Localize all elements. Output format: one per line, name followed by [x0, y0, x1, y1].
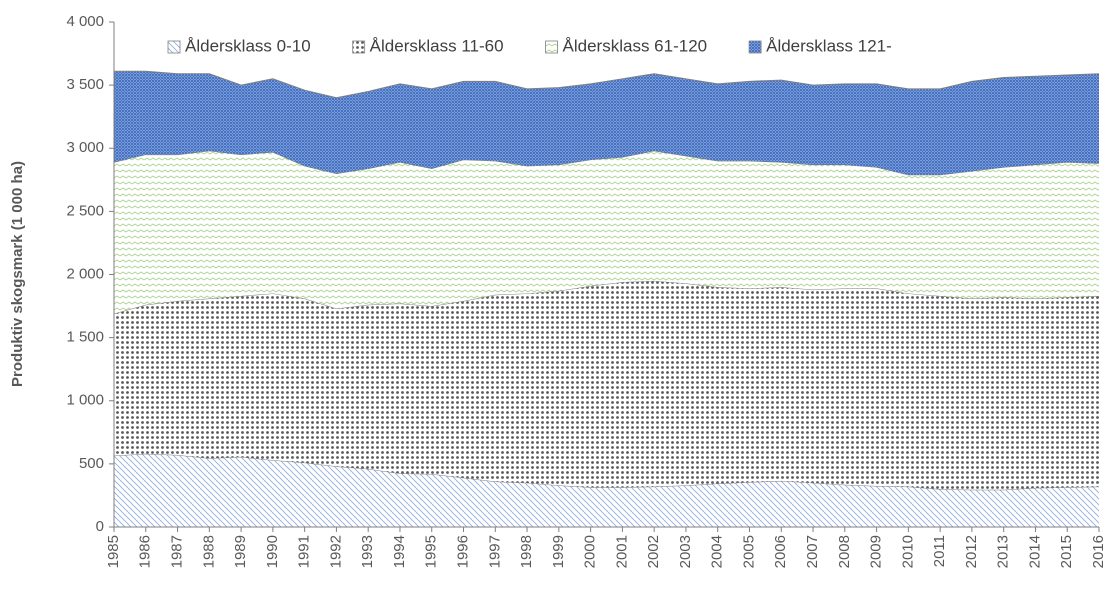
- x-tick-label: 1989: [232, 535, 249, 568]
- legend-text: Åldersklass 121-: [766, 36, 892, 55]
- x-tick-label: 1998: [518, 535, 535, 568]
- x-tick-label: 2004: [709, 535, 726, 568]
- x-tick-label: 1995: [423, 535, 440, 568]
- x-tick-label: 1986: [137, 535, 154, 568]
- legend-swatch: [545, 40, 558, 54]
- legend-text: Åldersklass 11-60: [370, 36, 504, 55]
- x-tick-label: 1990: [264, 535, 281, 568]
- legend-text: Åldersklass 61-120: [563, 36, 708, 55]
- y-tick-label: 4 000: [66, 13, 104, 30]
- x-tick-label: 2013: [995, 535, 1012, 568]
- x-tick-label: 2009: [868, 535, 885, 568]
- y-tick-label: 3 500: [66, 76, 104, 93]
- area-edge: [114, 70, 1100, 99]
- x-tick-label: 2015: [1058, 535, 1075, 568]
- x-tick-label: 2003: [677, 535, 694, 568]
- y-tick-label: 0: [96, 518, 104, 535]
- x-tick-label: 2011: [931, 535, 948, 567]
- y-axis-title: Produktiv skogsmark (1 000 ha): [9, 161, 26, 387]
- x-tick-label: 2016: [1090, 535, 1107, 568]
- x-tick-label: 2006: [772, 535, 789, 568]
- x-tick-label: 1991: [296, 535, 313, 568]
- x-tick-label: 1992: [327, 535, 344, 568]
- x-tick-label: 1999: [550, 535, 567, 568]
- legend-swatch: [167, 40, 181, 54]
- x-tick-label: 1988: [200, 535, 217, 568]
- y-tick-label: 2 500: [66, 202, 104, 219]
- x-tick-label: 2014: [1026, 535, 1043, 568]
- legend-swatch: [748, 40, 762, 54]
- x-tick-label: 2010: [899, 535, 916, 568]
- area: [114, 280, 1099, 490]
- x-tick-label: 2007: [804, 535, 821, 568]
- y-tick-label: 1 500: [66, 329, 104, 346]
- x-tick-label: 1985: [105, 535, 122, 568]
- legend-swatch: [352, 40, 366, 54]
- x-tick-label: 2012: [963, 535, 980, 568]
- legend-text: Åldersklass 0-10: [185, 36, 311, 55]
- y-tick-label: 1 000: [66, 392, 104, 409]
- x-tick-label: 2005: [740, 535, 757, 568]
- x-tick-label: 2008: [836, 535, 853, 568]
- x-tick-label: 2002: [645, 535, 662, 568]
- y-tick-label: 2 000: [66, 265, 104, 282]
- x-tick-label: 1993: [359, 535, 376, 568]
- x-tick-label: 1997: [486, 535, 503, 568]
- area: [114, 453, 1099, 527]
- y-tick-label: 3 000: [66, 139, 104, 156]
- x-tick-label: 1987: [169, 535, 186, 568]
- x-tick-label: 1996: [454, 535, 471, 568]
- x-tick-label: 2000: [582, 535, 599, 568]
- x-tick-label: 2001: [613, 535, 630, 568]
- x-tick-label: 1994: [391, 535, 408, 568]
- area: [114, 150, 1099, 314]
- area: [114, 71, 1099, 175]
- y-tick-label: 500: [79, 455, 104, 472]
